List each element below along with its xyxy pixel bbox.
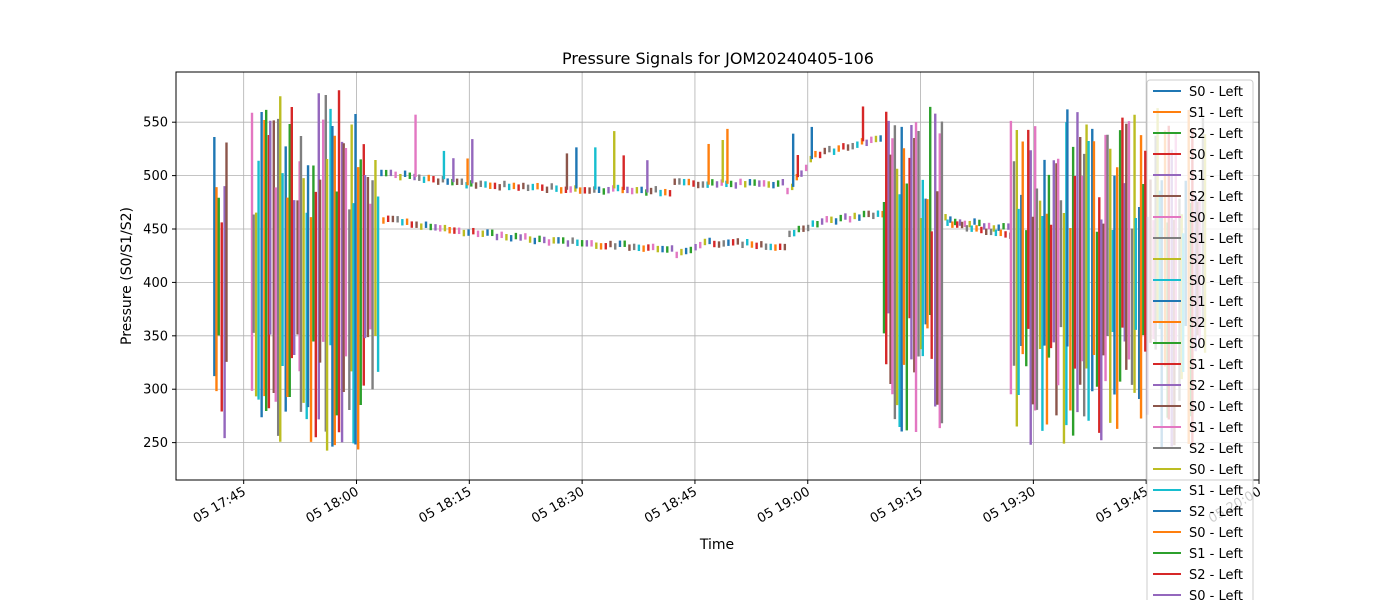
y-axis-ticks: 250 300 350 400 450 500 550 [143, 116, 176, 451]
legend-label: S2 - Left [1189, 442, 1243, 457]
chart-title: Pressure Signals for JOM20240405-106 [562, 49, 874, 68]
legend-label: S2 - Left [1189, 253, 1243, 268]
legend-label: S2 - Left [1189, 505, 1243, 520]
legend-label: S0 - Left [1189, 463, 1243, 478]
legend-label: S0 - Left [1189, 211, 1243, 226]
legend-label: S2 - Left [1189, 379, 1243, 394]
legend-label: S0 - Left [1189, 400, 1243, 415]
legend-label: S0 - Left [1189, 526, 1243, 541]
legend-label: S2 - Left [1189, 316, 1243, 331]
signal-segment-3 [673, 128, 787, 259]
plot-area [213, 90, 1207, 451]
legend-box [1146, 79, 1254, 600]
y-tick-label: 250 [143, 436, 168, 451]
legend-label: S0 - Left [1189, 148, 1243, 163]
legend-label: S2 - Left [1189, 568, 1243, 583]
legend-label: S1 - Left [1189, 232, 1243, 247]
legend-label: S1 - Left [1189, 421, 1243, 436]
signal-segment-5 [882, 106, 944, 432]
legend-label: S1 - Left [1189, 358, 1243, 373]
y-tick-label: 350 [143, 329, 168, 344]
legend-label: S0 - Left [1189, 337, 1243, 352]
signal-segment-1 [250, 90, 380, 451]
legend-label: S1 - Left [1189, 295, 1243, 310]
legend-label: S2 - Left [1189, 127, 1243, 142]
legend-label: S1 - Left [1189, 547, 1243, 562]
signal-segment-4 [786, 106, 884, 238]
signal-segment-0 [213, 136, 228, 439]
y-tick-label: 300 [143, 383, 168, 398]
legend-label: S2 - Left [1189, 190, 1243, 205]
legend-label: S1 - Left [1189, 169, 1243, 184]
x-axis-label: Time [699, 537, 734, 553]
legend-label: S0 - Left [1189, 85, 1243, 100]
y-tick-label: 400 [143, 276, 168, 291]
legend-label: S0 - Left [1189, 274, 1243, 289]
y-axis-label: Pressure (S0/S1/S2) [119, 207, 135, 345]
legend-label: S1 - Left [1189, 106, 1243, 121]
legend-label: S0 - Left [1189, 589, 1243, 600]
y-tick-label: 500 [143, 169, 168, 184]
legend-label: S1 - Left [1189, 484, 1243, 499]
y-tick-label: 550 [143, 116, 168, 131]
axes-frame [175, 71, 1260, 481]
signal-segment-2 [380, 114, 674, 253]
legend: S0 - Left S1 - Left S2 - Left S0 - Left S1 -… [1146, 79, 1254, 600]
y-tick-label: 450 [143, 223, 168, 238]
